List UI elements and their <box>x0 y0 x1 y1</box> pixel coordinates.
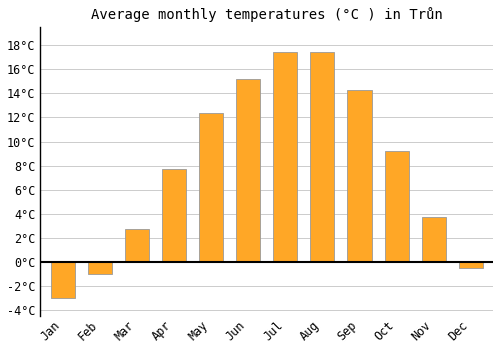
Bar <box>199 113 223 262</box>
Title: Average monthly temperatures (°C ) in Trůn: Average monthly temperatures (°C ) in Tr… <box>91 7 443 22</box>
Bar <box>162 169 186 262</box>
Bar <box>88 262 112 274</box>
Bar <box>458 262 483 268</box>
Bar <box>273 52 297 262</box>
Bar <box>422 217 446 262</box>
Bar <box>384 151 408 262</box>
Bar <box>348 90 372 262</box>
Bar <box>124 229 149 262</box>
Bar <box>310 52 334 262</box>
Bar <box>50 262 74 298</box>
Bar <box>236 79 260 262</box>
